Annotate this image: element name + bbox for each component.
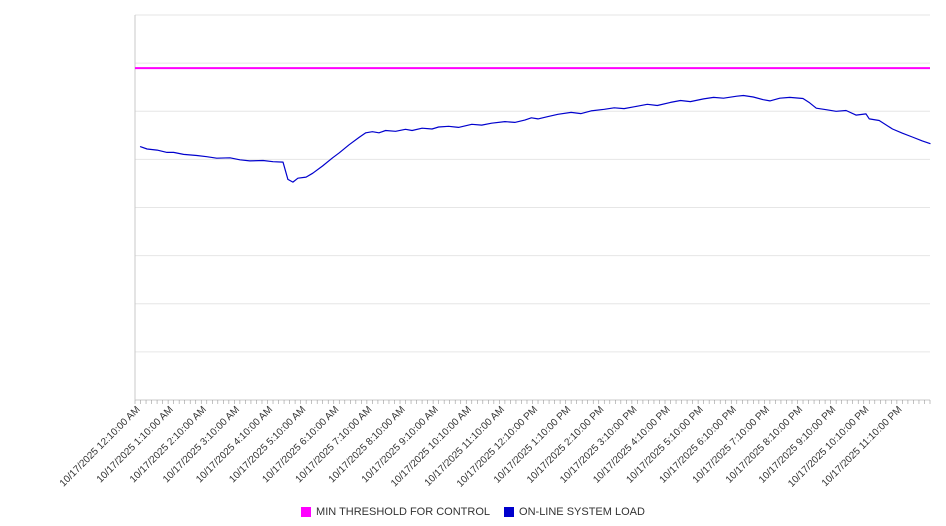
system-load-swatch-icon (504, 507, 515, 517)
legend-label-min-threshold: MIN THRESHOLD FOR CONTROL (316, 506, 491, 518)
legend-item-system-load[interactable]: ON-LINE SYSTEM LOAD (504, 506, 645, 518)
legend-label-system-load: ON-LINE SYSTEM LOAD (519, 506, 645, 518)
system-load-line (139, 94, 931, 183)
chart-legend: MIN THRESHOLD FOR CONTROL ON-LINE SYSTEM… (0, 506, 946, 518)
threshold-swatch-icon (301, 507, 312, 517)
legend-item-min-threshold[interactable]: MIN THRESHOLD FOR CONTROL (301, 506, 490, 518)
